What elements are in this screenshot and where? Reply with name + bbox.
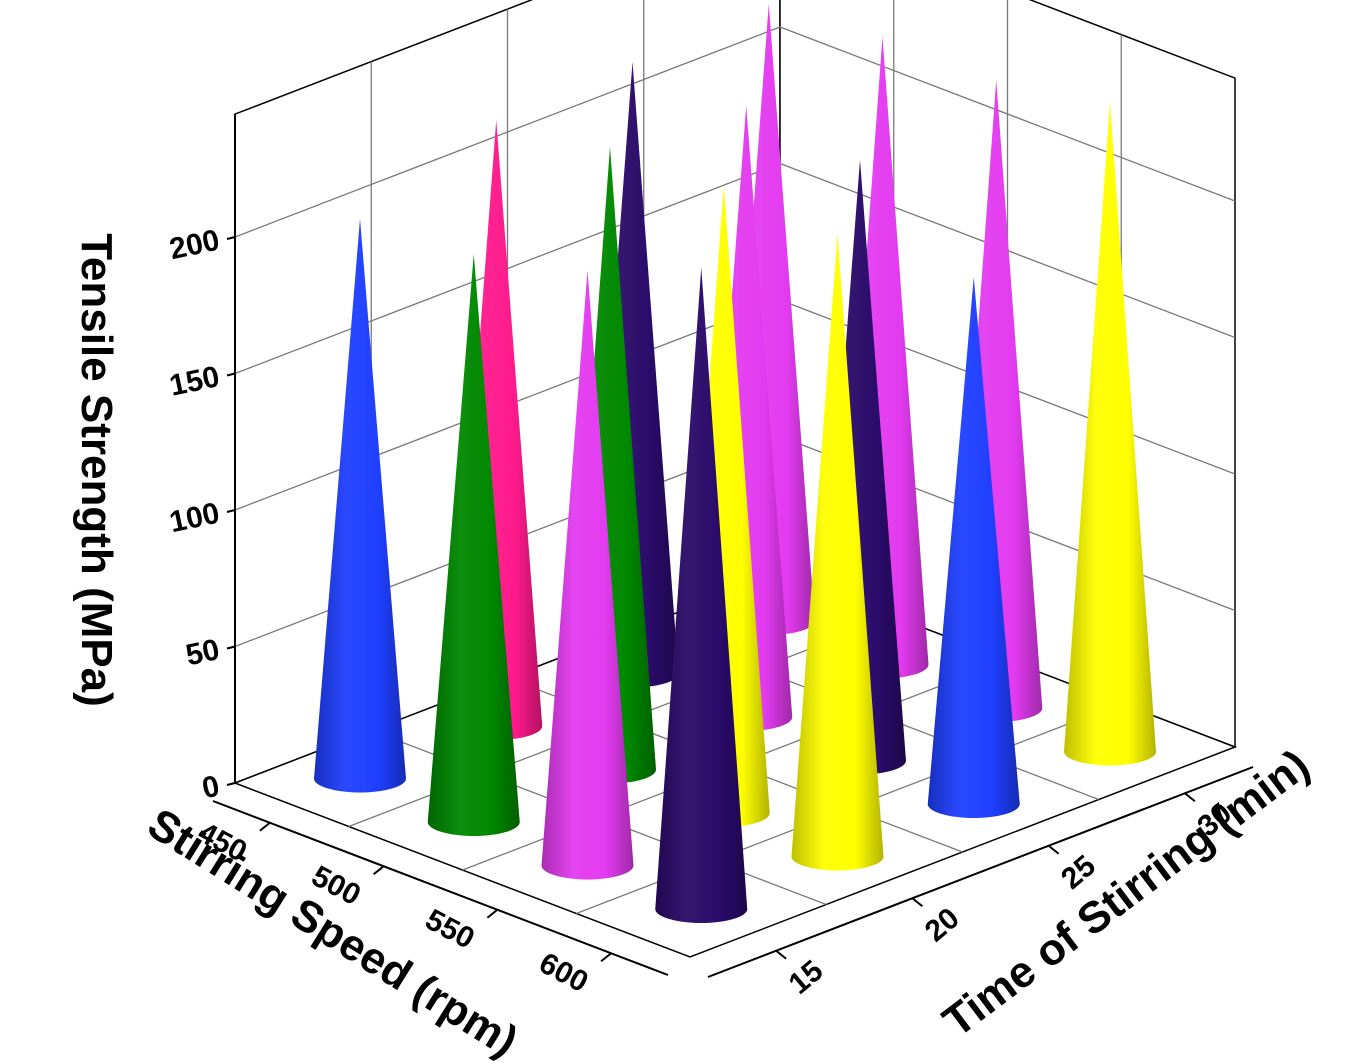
z-axis-title: Tensile Strength (MPa)	[72, 233, 121, 706]
cones-group	[314, 4, 1156, 923]
z-tick-label: 150	[167, 360, 223, 403]
cone-450rpm-15min	[314, 218, 406, 793]
cone-600rpm-30min	[1064, 101, 1156, 766]
x-tick-label: 550	[420, 903, 480, 956]
cone-600rpm-15min	[655, 267, 748, 923]
x-axis-line	[212, 800, 669, 976]
cone-600rpm-20min	[791, 234, 884, 871]
x-tick-label: 600	[534, 947, 594, 1000]
y-tick	[1184, 792, 1196, 803]
z-tick	[226, 372, 236, 377]
x-tick	[373, 865, 385, 876]
cone-550rpm-15min	[541, 270, 634, 880]
z-tick	[226, 645, 236, 650]
y-tick-label: 20	[919, 902, 966, 949]
y-tick-label: 15	[783, 954, 830, 1001]
cone-500rpm-15min	[427, 254, 520, 836]
z-tick-label: 0	[199, 770, 222, 806]
y-tick	[775, 949, 787, 960]
cone-600rpm-25min	[927, 277, 1020, 818]
z-tick-label: 100	[167, 497, 223, 540]
x-tick	[600, 952, 612, 963]
z-gridline	[234, 26, 1236, 238]
z-tick	[226, 236, 236, 240]
x-tick	[486, 908, 498, 919]
y-axis-line	[707, 766, 1254, 978]
z-tick	[226, 782, 236, 786]
y-tick	[1048, 844, 1060, 855]
z-tick	[226, 509, 236, 513]
x-tick	[259, 821, 271, 832]
z-tick-label: 50	[183, 633, 223, 672]
y-tick	[911, 897, 923, 908]
z-tick-label: 200	[167, 224, 223, 267]
